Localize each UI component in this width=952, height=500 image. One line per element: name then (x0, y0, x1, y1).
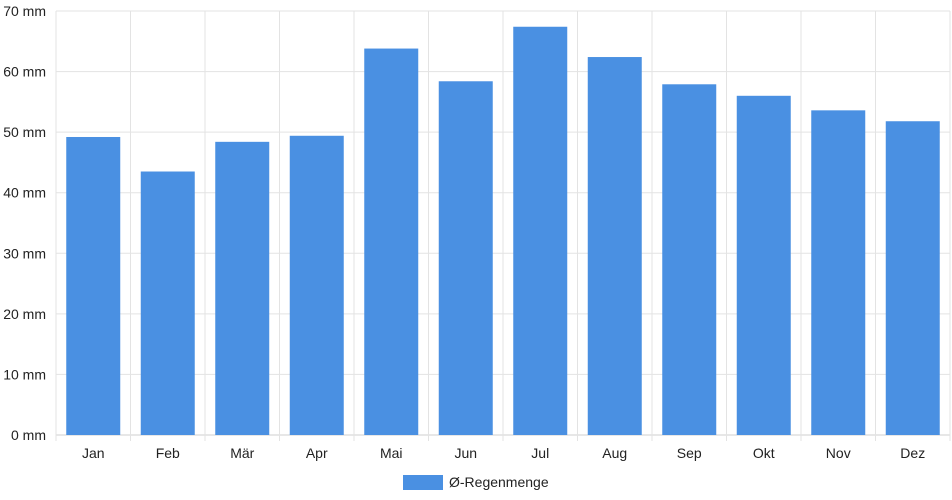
bar-okt[interactable] (736, 95, 791, 436)
bar-mär[interactable] (215, 141, 270, 435)
x-tick-label: Okt (753, 445, 775, 461)
bar-feb[interactable] (140, 171, 195, 435)
x-tick-label: Jan (82, 445, 105, 461)
bar-mai[interactable] (364, 48, 419, 435)
x-tick-label: Jul (531, 445, 549, 461)
bars (66, 26, 940, 436)
legend-swatch[interactable] (403, 475, 443, 490)
y-tick-label: 50 mm (3, 124, 46, 140)
bar-dez[interactable] (885, 121, 940, 436)
x-tick-label: Jun (454, 445, 477, 461)
bar-jan[interactable] (66, 136, 121, 435)
x-tick-label: Dez (900, 445, 925, 461)
x-tick-label: Feb (156, 445, 180, 461)
x-tick-label: Sep (677, 445, 702, 461)
bar-aug[interactable] (587, 57, 642, 435)
bar-sep[interactable] (662, 84, 717, 435)
y-tick-label: 40 mm (3, 185, 46, 201)
y-tick-label: 30 mm (3, 245, 46, 261)
y-tick-label: 70 mm (3, 3, 46, 19)
legend[interactable]: Ø-Regenmenge (403, 474, 549, 490)
y-tick-label: 0 mm (11, 427, 46, 443)
y-tick-label: 60 mm (3, 64, 46, 80)
bar-nov[interactable] (811, 110, 866, 435)
bar-jul[interactable] (513, 26, 568, 436)
y-tick-label: 20 mm (3, 306, 46, 322)
legend-label[interactable]: Ø-Regenmenge (449, 474, 549, 490)
bar-jun[interactable] (438, 81, 493, 436)
x-axis-tick-labels: Jan Feb Mär Apr Mai Jun Jul Aug Sep Okt Nov Dez (82, 445, 925, 461)
grid-lines (55, 10, 951, 441)
y-axis-tick-labels: 0 mm 10 mm 20 mm 30 mm 40 mm 50 mm 60 mm 70 mm (3, 3, 46, 443)
y-tick-label: 10 mm (3, 366, 46, 382)
x-tick-label: Aug (602, 445, 627, 461)
bar-apr[interactable] (289, 135, 344, 435)
x-tick-label: Nov (826, 445, 851, 461)
x-tick-label: Mär (230, 445, 254, 461)
x-tick-label: Apr (306, 445, 328, 461)
x-tick-label: Mai (380, 445, 403, 461)
